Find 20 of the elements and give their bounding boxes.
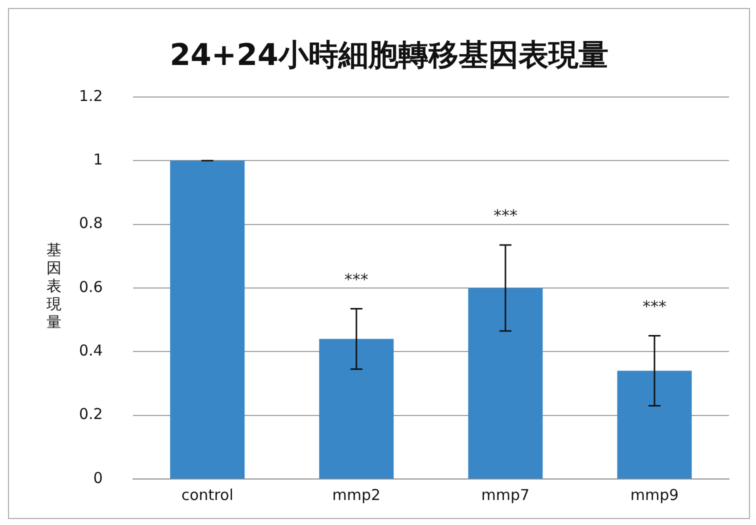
y-tick-label: 0.2: [78, 405, 103, 424]
bar: [170, 160, 245, 478]
x-tick-label: mmp9: [630, 486, 679, 504]
x-tick-label: control: [181, 486, 234, 504]
chart-title: 24+24小時細胞轉移基因表現量: [170, 38, 608, 73]
bar: [319, 338, 394, 478]
y-tick-label: 0.6: [78, 278, 103, 296]
x-tick-label: mmp7: [481, 486, 530, 504]
y-tick-label: 1.2: [78, 86, 103, 105]
y-tick-label: 1: [93, 150, 103, 169]
annotation: ***: [344, 270, 368, 289]
y-axis-title: 基因表現量: [46, 241, 62, 331]
annotation: ***: [642, 296, 666, 316]
bar: [468, 288, 543, 478]
y-tick-label: 0.8: [78, 214, 103, 232]
bar: [617, 370, 692, 478]
annotation: ***: [493, 206, 518, 226]
y-tick-label: 0: [93, 468, 103, 487]
y-tick-label: 0.4: [78, 342, 103, 360]
x-tick-label: mmp2: [332, 486, 381, 504]
